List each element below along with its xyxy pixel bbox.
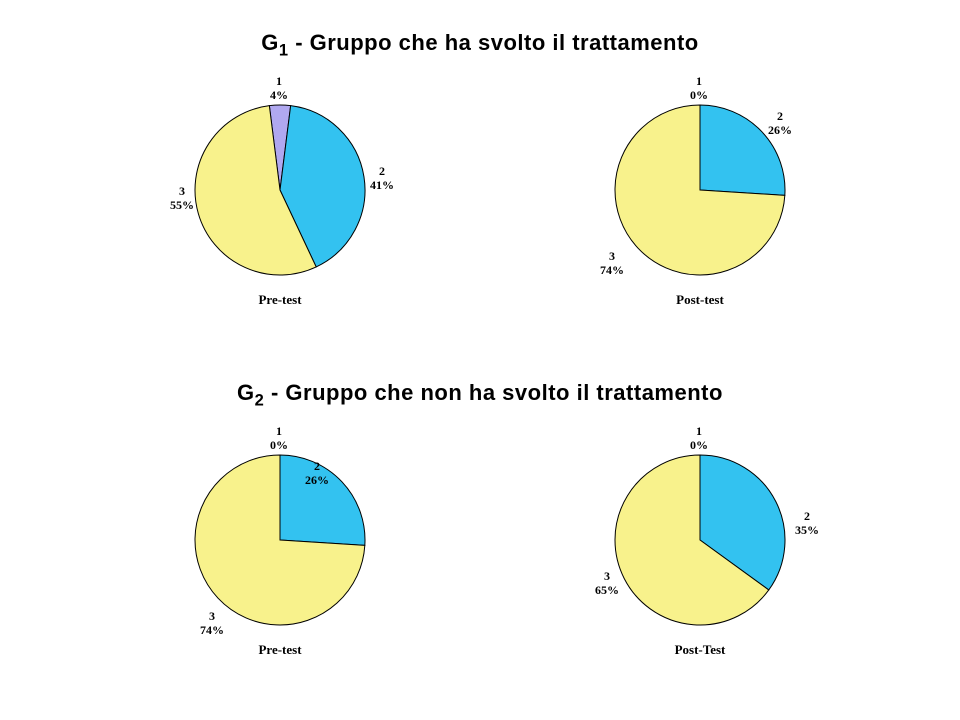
chart-g1-post: 1 0% 2 26% 3 74% Post-test — [550, 70, 850, 330]
g1-pre-caption: Pre-test — [130, 292, 430, 308]
g1-pre-label-2: 2 41% — [370, 165, 394, 193]
g1-post-label-1: 1 0% — [690, 75, 708, 103]
g1-post-label-3-pct: 74% — [600, 263, 624, 277]
g2-pre-label-1: 1 0% — [270, 425, 288, 453]
g2-post-label-2-pct: 35% — [795, 523, 819, 537]
g1-post-label-2: 2 26% — [768, 110, 792, 138]
g2-title-sub: 2 — [255, 391, 265, 409]
g2-post-label-3-pct: 65% — [595, 583, 619, 597]
pie-g1-post-svg — [550, 70, 850, 310]
g1-pre-label-1-pct: 4% — [270, 88, 288, 102]
g2-post-caption: Post-Test — [550, 642, 850, 658]
g2-pre-label-1-num: 1 — [276, 424, 282, 438]
g2-pre-label-2-pct: 26% — [305, 473, 329, 487]
g1-pre-label-3-pct: 55% — [170, 198, 194, 212]
g2-pre-label-3-num: 3 — [209, 609, 215, 623]
g2-pre-label-3-pct: 74% — [200, 623, 224, 637]
g2-post-label-3-num: 3 — [604, 569, 610, 583]
g1-post-label-3: 3 74% — [600, 250, 624, 278]
g2-post-label-1: 1 0% — [690, 425, 708, 453]
g2-pre-label-2-num: 2 — [314, 459, 320, 473]
g2-post-label-3: 3 65% — [595, 570, 619, 598]
g1-pre-label-2-pct: 41% — [370, 178, 394, 192]
g2-pre-caption: Pre-test — [130, 642, 430, 658]
g1-pre-label-3: 3 55% — [170, 185, 194, 213]
g2-post-label-1-num: 1 — [696, 424, 702, 438]
group2-title: G2 - Gruppo che non ha svolto il trattam… — [0, 380, 960, 410]
g2-pre-label-2: 2 26% — [305, 460, 329, 488]
g2-pre-label-1-pct: 0% — [270, 438, 288, 452]
g1-post-label-1-pct: 0% — [690, 88, 708, 102]
g1-title-rest: - Gruppo che ha svolto il trattamento — [289, 30, 699, 55]
g1-pre-label-2-num: 2 — [379, 164, 385, 178]
g2-post-label-2-num: 2 — [804, 509, 810, 523]
pie-g2-post-svg — [550, 420, 850, 660]
g2-post-label-2: 2 35% — [795, 510, 819, 538]
group1-title: G1 - Gruppo che ha svolto il trattamento — [0, 30, 960, 60]
g1-post-caption: Post-test — [550, 292, 850, 308]
chart-g2-pre: 1 0% 2 26% 3 74% Pre-test — [130, 420, 430, 680]
g1-title-prefix: G — [261, 30, 279, 55]
g1-title-sub: 1 — [279, 41, 289, 59]
g1-post-label-1-num: 1 — [696, 74, 702, 88]
g1-post-label-2-pct: 26% — [768, 123, 792, 137]
g1-post-label-3-num: 3 — [609, 249, 615, 263]
g1-pre-label-3-num: 3 — [179, 184, 185, 198]
g1-pre-label-1: 1 4% — [270, 75, 288, 103]
chart-g1-pre: 1 4% 2 41% 3 55% Pre-test — [130, 70, 430, 330]
pie-g2-pre-svg — [130, 420, 430, 660]
g2-pre-label-3: 3 74% — [200, 610, 224, 638]
g2-title-rest: - Gruppo che non ha svolto il trattament… — [264, 380, 723, 405]
g2-title-prefix: G — [237, 380, 255, 405]
g1-post-label-2-num: 2 — [777, 109, 783, 123]
g1-pre-label-1-num: 1 — [276, 74, 282, 88]
chart-g2-post: 1 0% 2 35% 3 65% Post-Test — [550, 420, 850, 680]
g2-post-label-1-pct: 0% — [690, 438, 708, 452]
